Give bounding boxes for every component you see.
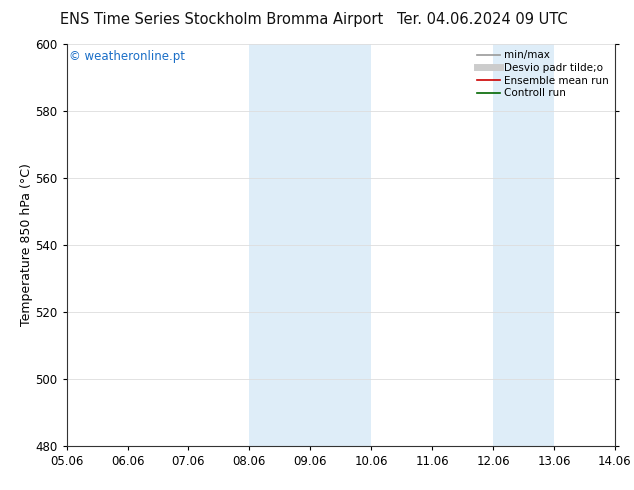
Legend: min/max, Desvio padr tilde;o, Ensemble mean run, Controll run: min/max, Desvio padr tilde;o, Ensemble m… [476, 49, 610, 99]
Text: ENS Time Series Stockholm Bromma Airport: ENS Time Series Stockholm Bromma Airport [60, 12, 384, 27]
Bar [493, 44, 554, 446]
Bar [249, 44, 372, 446]
Text: Ter. 04.06.2024 09 UTC: Ter. 04.06.2024 09 UTC [396, 12, 567, 27]
Y-axis label: Temperature 850 hPa (°C): Temperature 850 hPa (°C) [20, 164, 32, 326]
Text: © weatheronline.pt: © weatheronline.pt [69, 50, 185, 63]
